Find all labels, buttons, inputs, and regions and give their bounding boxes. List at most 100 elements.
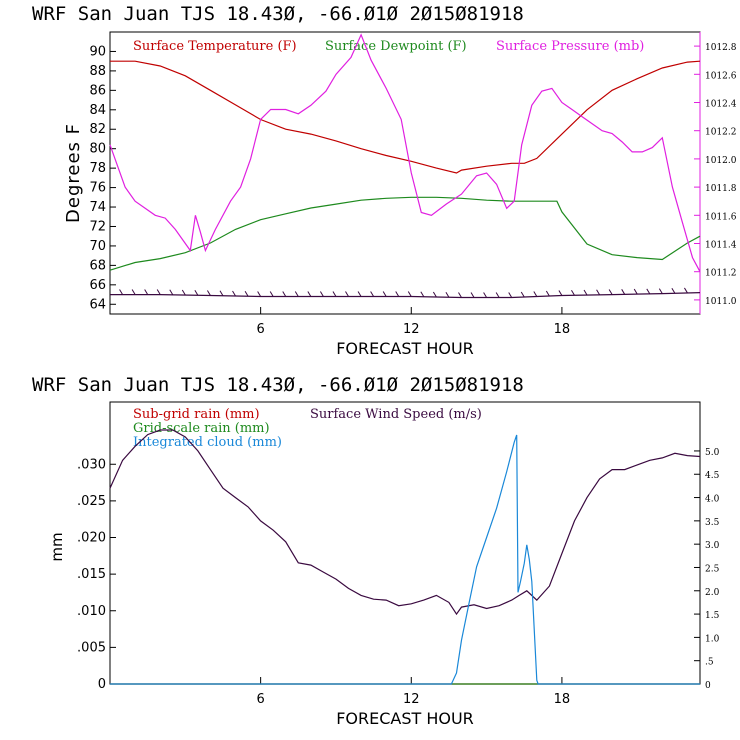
bottom-x-axis-label: FORECAST HOUR xyxy=(336,709,474,728)
wind-barb xyxy=(671,287,676,294)
top-right-axis: 1011.0 1011.2 1011.4 1011.6 1011.8 1012.0 1012… xyxy=(694,43,737,307)
bottom-y2-tick-label: 1.0 xyxy=(705,634,720,644)
bottom-y2-tick-label: 2.0 xyxy=(705,588,720,598)
top-y2-tick-label: 1011.0 xyxy=(705,297,737,307)
top-y2-tick-label: 1011.8 xyxy=(705,184,737,194)
top-x-axis-label: FORECAST HOUR xyxy=(336,339,474,358)
top-y-tick-label: 84 xyxy=(89,103,106,118)
top-y-axis-label: Degrees F xyxy=(63,123,84,223)
top-y-tick-label: 88 xyxy=(89,64,106,79)
top-y2-tick-label: 1011.6 xyxy=(705,212,737,222)
wind-barb xyxy=(621,289,626,295)
wind-barb xyxy=(608,289,613,295)
top-y2-tick-label: 1012.4 xyxy=(705,100,737,110)
bottom-y-tick-label: .030 xyxy=(77,457,106,472)
wind-barb xyxy=(357,291,362,297)
bottom-series-wind-speed xyxy=(109,429,701,616)
wind-barb xyxy=(244,290,249,297)
bottom-y2-tick-label: 0 xyxy=(705,681,711,691)
top-y-tick-label: 80 xyxy=(89,142,106,157)
top-series-group xyxy=(109,33,701,299)
top-y-tick-label: 90 xyxy=(89,44,106,59)
wind-barb xyxy=(407,291,412,297)
legend-surface-temperature: Surface Temperature (F) xyxy=(133,39,297,54)
top-y-tick-label: 82 xyxy=(89,122,106,137)
wind-barb xyxy=(420,291,425,297)
top-y-tick-label: 64 xyxy=(89,297,106,312)
top-y2-tick-label: 1012.8 xyxy=(705,43,737,53)
bottom-x-tick-label: 6 xyxy=(256,692,264,707)
top-y2-tick-label: 1011.2 xyxy=(705,269,737,279)
wind-barb xyxy=(119,289,123,295)
wind-barb xyxy=(156,289,161,295)
top-y-tick-label: 70 xyxy=(89,239,106,254)
bottom-y2-tick-label: 2.5 xyxy=(705,564,720,574)
top-y-tick-label: 76 xyxy=(89,181,106,196)
wind-barb xyxy=(458,292,462,298)
wind-barb xyxy=(294,291,299,297)
bottom-y2-tick-label: 4.0 xyxy=(705,495,720,505)
wind-barb xyxy=(181,289,186,296)
top-y-tick-label: 66 xyxy=(89,278,106,293)
wind-barb xyxy=(508,292,513,298)
top-y-tick-label: 68 xyxy=(89,258,106,273)
top-y-tick-label: 72 xyxy=(89,219,106,234)
bottom-x-tick-label: 12 xyxy=(403,692,420,707)
wind-barb xyxy=(583,289,588,296)
top-y-tick-label: 78 xyxy=(89,161,106,176)
bottom-y2-tick-label: 5.0 xyxy=(705,448,720,458)
bottom-y-tick-label: .005 xyxy=(77,640,106,655)
wind-barb xyxy=(169,289,174,296)
top-series-pressure xyxy=(109,33,701,272)
bottom-y-tick-label: 0 xyxy=(98,677,106,692)
wind-barb xyxy=(319,291,324,297)
wind-barb xyxy=(646,288,651,295)
bottom-series-group xyxy=(109,429,701,685)
wind-barb xyxy=(232,290,236,297)
wind-barb xyxy=(382,291,387,297)
wind-barb xyxy=(131,289,136,295)
top-x-tick-label: 18 xyxy=(554,322,571,337)
top-left-axis: 64 66 68 70 72 74 76 78 80 82 84 86 88 90 xyxy=(89,44,116,312)
legend-grid-scale-rain: Grid-scale rain (mm) xyxy=(133,421,270,436)
legend-surface-pressure: Surface Pressure (mb) xyxy=(496,39,644,54)
bottom-x-tick-label: 18 xyxy=(554,692,571,707)
top-series-dewpoint xyxy=(109,196,701,271)
top-y2-tick-label: 1011.4 xyxy=(705,241,737,251)
legend-subgrid-rain: Sub-grid rain (mm) xyxy=(133,407,260,422)
wind-barb xyxy=(370,291,375,297)
bottom-y-tick-label: .015 xyxy=(77,567,106,582)
wind-barb xyxy=(395,291,400,297)
wind-barb xyxy=(520,291,525,298)
bottom-y-axis-label: mm xyxy=(48,532,66,561)
wind-barb xyxy=(558,290,563,296)
wind-barb xyxy=(545,290,550,297)
wind-barb xyxy=(470,292,475,298)
top-y2-tick-label: 1012.2 xyxy=(705,128,737,138)
bottom-series-integrated-cloud xyxy=(110,434,700,685)
legend-surface-wind-speed: Surface Wind Speed (m/s) xyxy=(310,407,482,422)
wind-barb xyxy=(206,290,211,296)
top-series-temperature xyxy=(110,60,701,174)
wind-barb xyxy=(219,290,224,297)
bottom-right-axis: 0 .5 1.0 1.5 2.0 2.5 3.0 3.5 4.0 4.5 5.0 xyxy=(694,448,720,691)
top-x-axis: 6 12 18 xyxy=(256,307,570,337)
wind-barb xyxy=(596,289,601,296)
top-x-tick-label: 12 xyxy=(403,322,420,337)
wind-barb xyxy=(571,290,575,296)
top-y-tick-label: 74 xyxy=(89,200,106,215)
bottom-y2-tick-label: 1.5 xyxy=(705,611,720,621)
bottom-y2-tick-label: 3.5 xyxy=(705,518,720,528)
wind-barb xyxy=(633,288,638,295)
bottom-left-axis: 0 .005 .010 .015 .020 .025 .030 xyxy=(77,457,116,692)
bottom-y-tick-label: .010 xyxy=(77,604,106,619)
bottom-chart-title: WRF San Juan TJS 18.43Ø, -66.Ø1Ø 2Ø15Ø81… xyxy=(32,374,524,396)
wind-barb xyxy=(445,291,450,298)
wind-barb xyxy=(257,291,262,297)
wind-barb xyxy=(495,292,500,298)
bottom-y-tick-label: .025 xyxy=(77,494,106,509)
bottom-y2-tick-label: .5 xyxy=(705,658,714,668)
bottom-y2-tick-label: 3.0 xyxy=(705,541,720,551)
top-plot-frame xyxy=(109,31,701,315)
